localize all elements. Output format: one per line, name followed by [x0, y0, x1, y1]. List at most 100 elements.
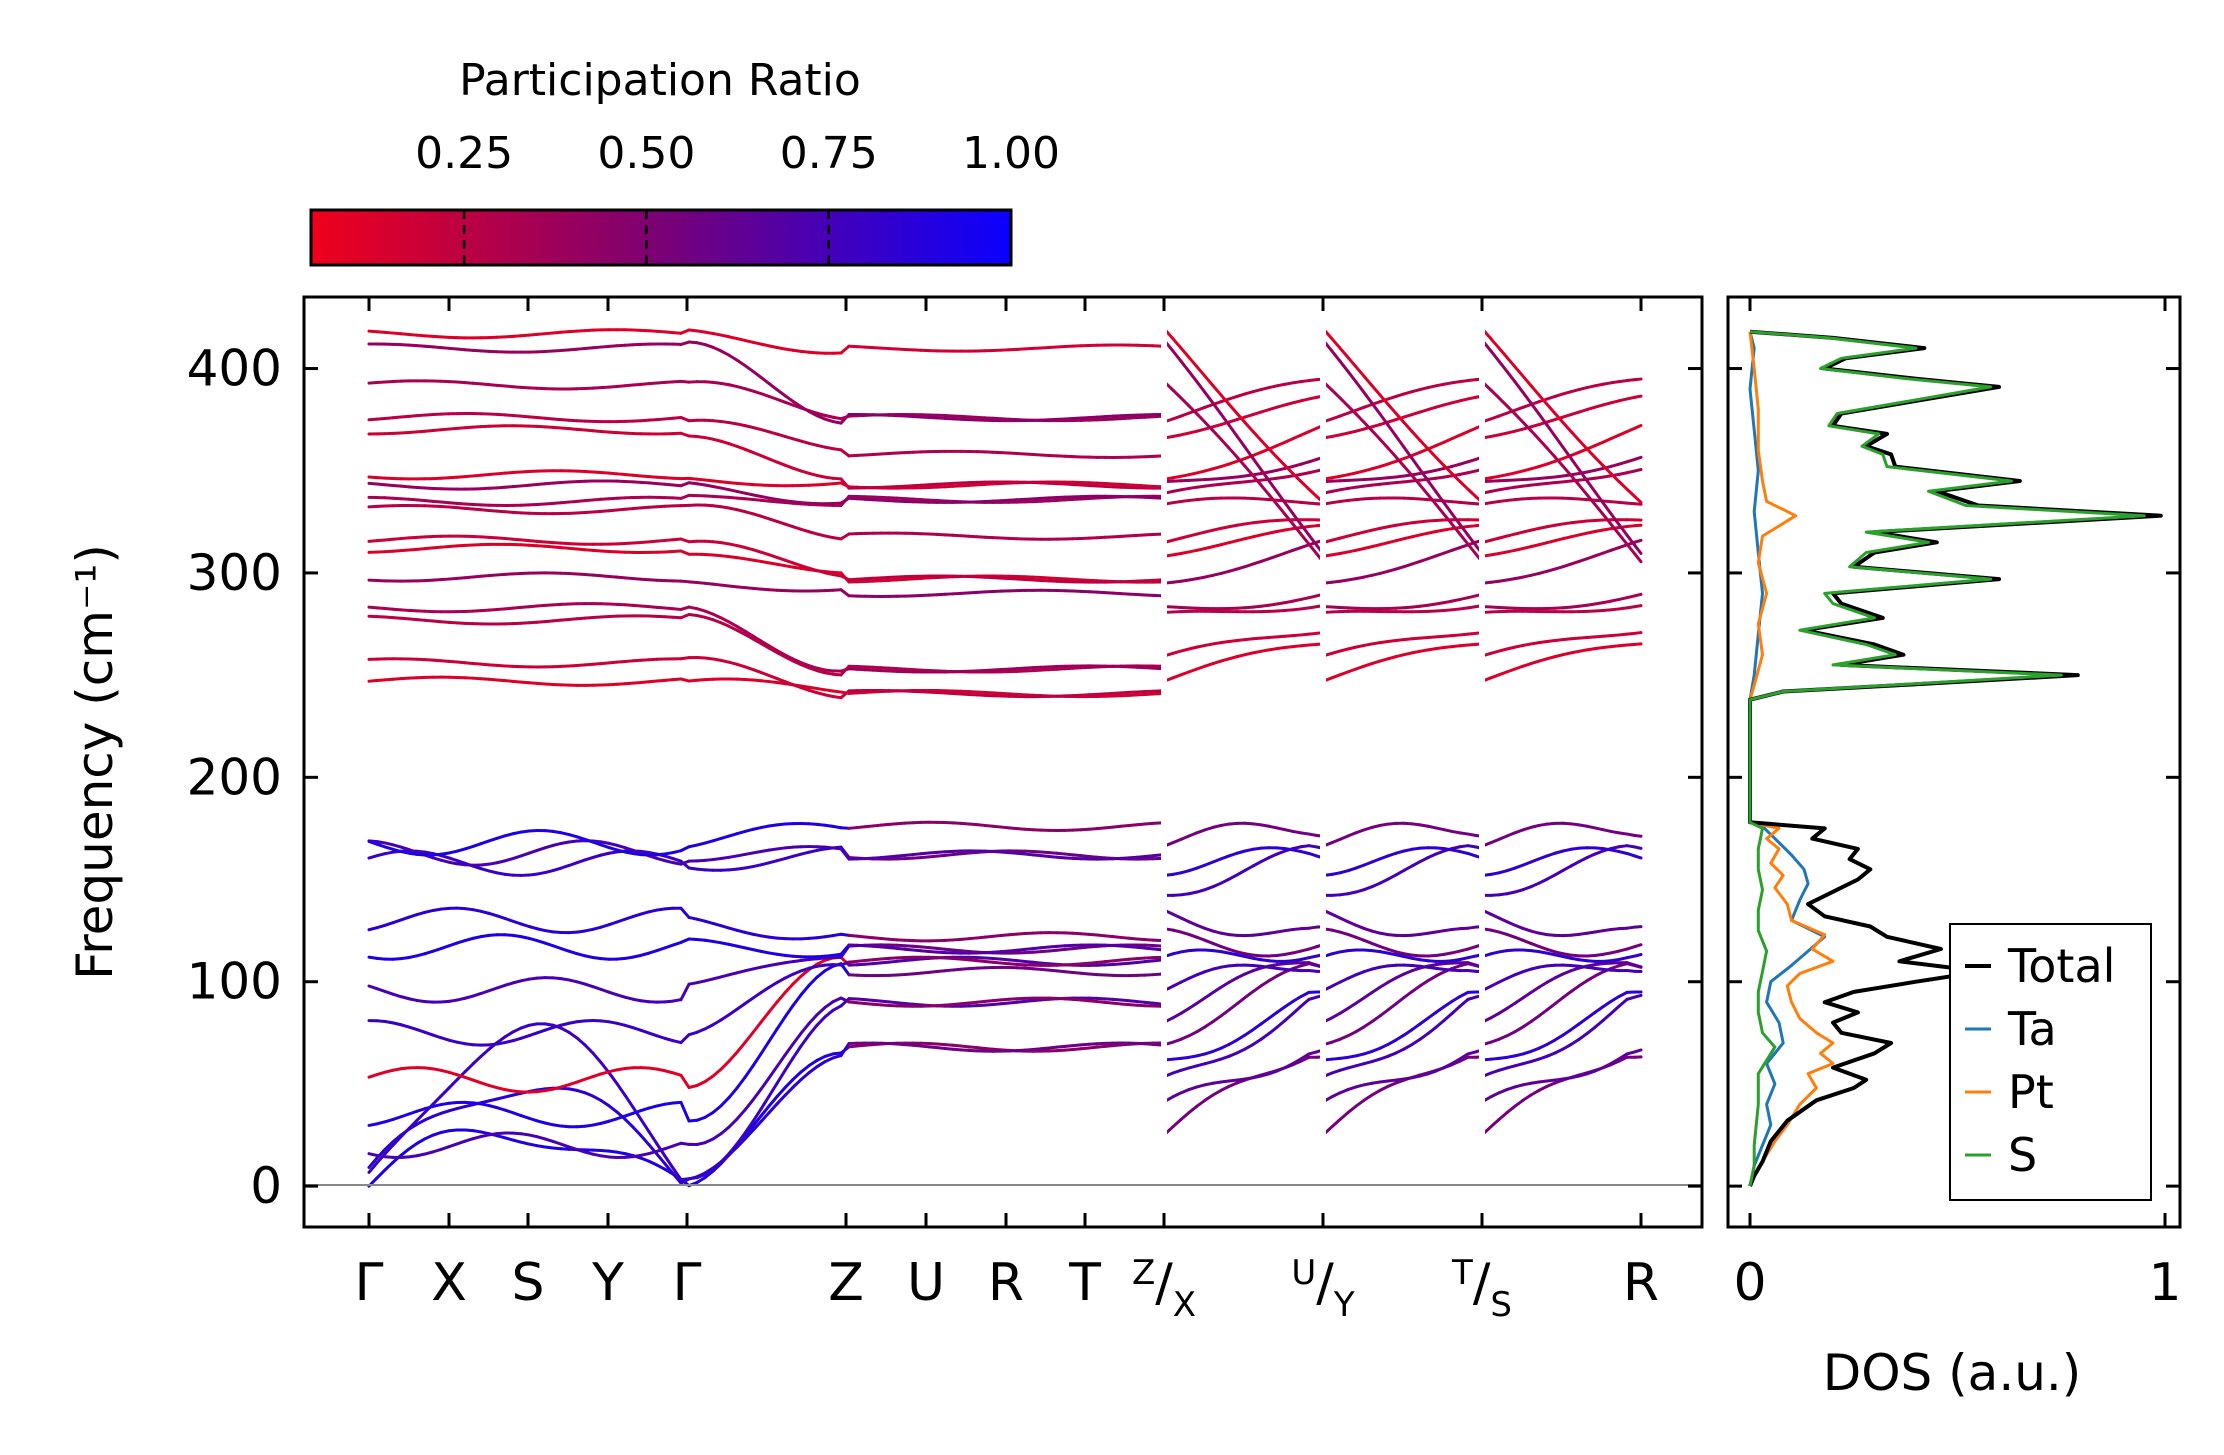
acoustic-optical-low-band-2-segment — [1402, 1043, 1414, 1051]
optical-high-band-14-segment — [1426, 479, 1438, 494]
acoustic-optical-low-band-4-segment — [815, 969, 827, 979]
acoustic-optical-low-band-4-segment — [1386, 1002, 1398, 1012]
acoustic-optical-low-band-10-segment — [1561, 864, 1573, 872]
optical-high-band-13-segment — [1259, 483, 1271, 497]
acoustic-optical-low-band-6-segment — [743, 996, 755, 1006]
acoustic-optical-low-band-2-segment — [447, 1078, 459, 1090]
colorbar-ticks — [462, 210, 1013, 265]
acoustic-optical-low-band-2-segment — [607, 1071, 619, 1086]
optical-high-band-14-segment — [1267, 479, 1279, 494]
optical-high-band-12-segment — [839, 448, 851, 458]
acoustic-optical-low-band-0-segment — [783, 1077, 795, 1090]
optical-high-band-13-segment — [1386, 446, 1398, 459]
optical-high-band-15-segment — [1410, 429, 1422, 442]
optical-high-band-13-segment — [1450, 522, 1462, 536]
acoustic-optical-low-band-3-segment — [1450, 995, 1462, 1003]
optical-high-band-4-segment — [1633, 538, 1643, 544]
acoustic-optical-low-band-10-segment — [1553, 868, 1565, 877]
acoustic-optical-low-band-5-segment — [1203, 990, 1215, 1000]
acoustic-optical-low-band-5-segment — [1330, 1011, 1342, 1020]
k-point-label: Z — [828, 1253, 864, 1313]
acoustic-optical-low-band-5-segment — [799, 968, 811, 978]
optical-high-band-15-segment — [1195, 365, 1207, 378]
optical-high-band-14-segment — [727, 353, 739, 362]
optical-high-band-13-segment — [1561, 464, 1573, 478]
optical-high-band-14-segment — [1299, 523, 1311, 537]
optical-high-band-15-segment — [1203, 374, 1215, 388]
acoustic-optical-low-band-1-segment — [1450, 1057, 1462, 1066]
acoustic-optical-low-band-10-segment — [1235, 868, 1247, 877]
path-break-gap — [1161, 299, 1167, 1225]
colorbar-label: Participation Ratio — [459, 55, 861, 106]
acoustic-optical-low-band-4-segment — [807, 975, 819, 987]
acoustic-optical-low-band-5-segment — [791, 974, 803, 986]
acoustic-optical-low-band-4-segment — [823, 964, 835, 973]
optical-high-band-14-segment — [1545, 423, 1557, 438]
optical-high-band-14-segment — [1275, 490, 1287, 505]
acoustic-optical-low-band-2-segment — [767, 1081, 779, 1098]
acoustic-optical-low-band-3-segment — [1577, 1016, 1589, 1026]
optical-high-band-15-segment — [1569, 429, 1581, 442]
acoustic-optical-low-band-5-segment — [1513, 996, 1525, 1005]
acoustic-optical-low-band-5-segment — [759, 1010, 771, 1024]
acoustic-optical-low-band-2-segment — [479, 1047, 491, 1058]
acoustic-optical-low-band-4-segment — [799, 983, 811, 997]
optical-high-band-14-segment — [1211, 401, 1223, 416]
optical-high-band-15-segment — [1362, 374, 1374, 388]
k-path-axis: Γ X S Y Γ Z U R T Z/XU/YT/S R — [355, 297, 1659, 1325]
acoustic-optical-low-band-1-segment — [1617, 1052, 1629, 1061]
dos-plot-frame — [1726, 295, 2182, 1229]
acoustic-optical-low-band-5-segment — [1489, 1011, 1501, 1020]
acoustic-optical-low-band-4-segment — [783, 1004, 795, 1019]
acoustic-optical-low-band-2-segment — [1585, 1025, 1597, 1036]
path-break-gap — [1320, 299, 1326, 1225]
optical-high-band-14-segment — [1227, 423, 1239, 438]
acoustic-optical-low-band-4-segment — [1259, 979, 1271, 988]
acoustic-optical-low-band-2-segment — [799, 1033, 811, 1048]
acoustic-optical-low-band-2-segment — [591, 1051, 603, 1064]
acoustic-optical-low-band-4-segment — [1394, 996, 1406, 1006]
acoustic-optical-low-band-4-segment — [1585, 974, 1597, 983]
optical-high-band-3-segment — [727, 620, 739, 628]
acoustic-optical-low-band-1-segment — [639, 1134, 651, 1147]
dos-pt-curve — [1748, 331, 1835, 1187]
optical-high-band-15-segment — [1521, 374, 1533, 388]
k-point-label: R — [1623, 1253, 1659, 1313]
optical-high-band-3-segment — [1633, 592, 1643, 598]
optical-high-band-3-segment — [735, 624, 747, 633]
optical-high-band-15-segment — [1577, 438, 1589, 451]
acoustic-optical-low-band-2-segment — [383, 1143, 395, 1156]
optical-high-band-13-segment — [1219, 437, 1231, 450]
optical-high-band-13-segment — [1267, 493, 1279, 506]
acoustic-optical-low-band-5-segment — [1497, 1006, 1509, 1015]
acoustic-optical-low-band-3-segment — [1434, 1005, 1446, 1014]
acoustic-optical-low-band-3-segment — [1410, 1022, 1422, 1032]
acoustic-optical-low-band-2-segment — [727, 1142, 739, 1156]
acoustic-optical-low-band-2-segment — [1442, 1011, 1454, 1023]
acoustic-optical-low-band-10-segment — [1386, 873, 1398, 881]
optical-high-band-14-segment — [1434, 490, 1446, 505]
acoustic-optical-low-band-5-segment — [1171, 1011, 1183, 1020]
acoustic-optical-low-band-0-segment — [695, 1176, 707, 1185]
acoustic-optical-low-band-4-segment — [751, 1052, 763, 1068]
k-point-label: T/S — [1451, 1253, 1512, 1325]
optical-high-band-14-segment — [1179, 359, 1191, 373]
acoustic-optical-low-band-4-segment — [759, 1039, 771, 1056]
optical-high-band-11-segment — [839, 477, 851, 490]
acoustic-optical-low-band-1-segment — [767, 1102, 779, 1115]
optical-high-band-13-segment — [1299, 532, 1311, 546]
optical-high-band-15-segment — [1267, 447, 1279, 459]
acoustic-optical-low-band-3-segment — [1593, 1005, 1605, 1014]
acoustic-optical-low-band-5-segment — [1370, 985, 1382, 994]
optical-high-band-15-segment — [1489, 337, 1501, 350]
acoustic-optical-low-band-4-segment — [1203, 1020, 1215, 1029]
optical-high-band-14-segment — [791, 399, 803, 409]
optical-high-band-14-segment — [1617, 523, 1629, 537]
dos-legend: Total Ta Pt S — [1965, 939, 2115, 1182]
acoustic-optical-low-band-2-segment — [719, 1152, 731, 1164]
optical-high-band-13-segment — [1394, 455, 1406, 468]
acoustic-optical-low-band-10-segment — [1410, 860, 1422, 868]
acoustic-optical-low-band-4-segment — [1378, 1008, 1390, 1018]
optical-high-band-14-segment — [1593, 490, 1605, 505]
